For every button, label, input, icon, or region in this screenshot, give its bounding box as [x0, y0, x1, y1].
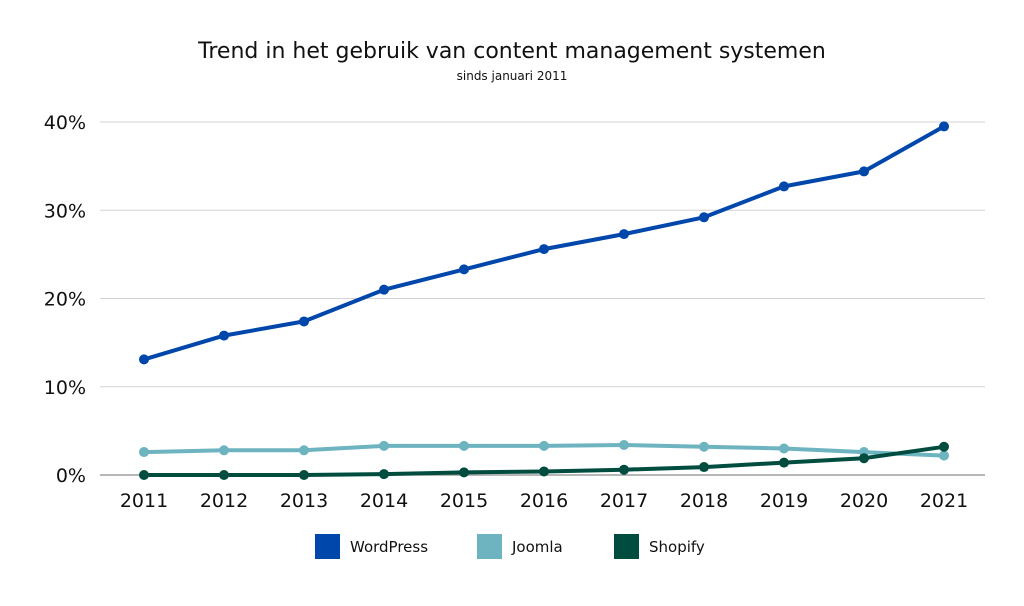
data-point-wordpress	[939, 121, 949, 132]
data-point-joomla	[699, 441, 709, 452]
x-axis-ticks: 2011 2012 2013 2014 2015 2016 2017 2018 2019 2020…	[120, 490, 968, 512]
x-tick-label: 2013	[280, 490, 328, 512]
x-tick-label: 2012	[200, 490, 248, 512]
data-point-joomla	[619, 439, 629, 450]
data-point-joomla	[379, 440, 389, 451]
series-line-wordpress	[142, 124, 946, 362]
data-point-wordpress	[619, 229, 629, 240]
data-point-joomla	[299, 445, 309, 456]
x-tick-label: 2021	[920, 490, 968, 512]
series-points	[139, 121, 949, 480]
data-point-shopify	[619, 464, 629, 475]
data-point-wordpress	[379, 284, 389, 295]
data-point-shopify	[539, 466, 549, 477]
data-point-joomla	[459, 440, 469, 451]
data-point-shopify	[219, 470, 229, 480]
x-tick-label: 2018	[680, 490, 728, 512]
data-point-shopify	[379, 469, 389, 480]
data-point-wordpress	[299, 316, 309, 327]
data-point-joomla	[219, 445, 229, 456]
data-point-wordpress	[219, 330, 229, 341]
data-point-joomla	[539, 440, 549, 451]
y-tick-label: 10%	[44, 377, 86, 399]
series-lines	[142, 124, 946, 477]
x-tick-label: 2016	[520, 490, 568, 512]
data-point-joomla	[779, 443, 789, 454]
y-tick-label: 30%	[44, 200, 86, 222]
legend-swatch-wordpress	[315, 534, 340, 559]
y-axis-ticks: 0% 10% 20% 30% 40%	[44, 112, 86, 487]
data-point-wordpress	[139, 354, 149, 365]
data-point-shopify	[779, 457, 789, 468]
x-tick-label: 2015	[440, 490, 488, 512]
data-point-shopify	[939, 441, 949, 452]
x-tick-label: 2020	[840, 490, 888, 512]
y-tick-label: 0%	[56, 465, 86, 487]
x-tick-label: 2017	[600, 490, 648, 512]
chart-subtitle: sinds januari 2011	[457, 69, 568, 83]
chart-title: Trend in het gebruik van content managem…	[197, 39, 826, 64]
y-tick-label: 20%	[44, 289, 86, 311]
legend-label-shopify: Shopify	[649, 538, 705, 556]
legend-swatch-joomla	[477, 534, 502, 559]
legend: WordPress Joomla Shopify	[315, 534, 705, 559]
data-point-wordpress	[859, 166, 869, 177]
data-point-shopify	[459, 467, 469, 478]
data-point-shopify	[299, 470, 309, 480]
legend-label-wordpress: WordPress	[350, 538, 428, 556]
data-point-shopify	[139, 470, 149, 480]
x-tick-label: 2011	[120, 490, 168, 512]
y-tick-label: 40%	[44, 112, 86, 134]
data-point-wordpress	[779, 181, 789, 192]
legend-label-joomla: Joomla	[511, 538, 563, 556]
x-tick-label: 2019	[760, 490, 808, 512]
x-tick-label: 2014	[360, 490, 408, 512]
data-point-wordpress	[539, 244, 549, 255]
data-point-joomla	[939, 450, 949, 461]
data-point-joomla	[139, 447, 149, 458]
data-point-shopify	[699, 462, 709, 473]
data-point-wordpress	[459, 264, 469, 275]
data-point-shopify	[859, 453, 869, 464]
legend-swatch-shopify	[614, 534, 639, 559]
data-point-wordpress	[699, 212, 709, 223]
